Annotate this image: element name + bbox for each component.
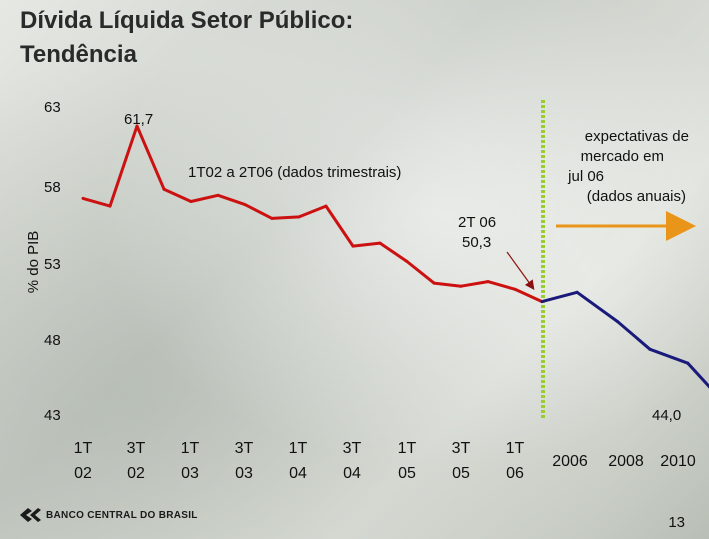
expectations-note-line4: (dados anuais) bbox=[587, 188, 686, 205]
x-tick-3t04-top: 3T bbox=[343, 440, 362, 457]
x-tick-2010: 2010 bbox=[660, 453, 696, 470]
x-tick-1t04-top: 1T bbox=[289, 440, 308, 457]
page-number: 13 bbox=[668, 514, 685, 531]
title-line-1: Dívida Líquida Setor Público: bbox=[20, 7, 354, 34]
x-tick-1t02-top: 1T bbox=[74, 440, 93, 457]
x-tick-3t05-bottom: 05 bbox=[452, 465, 470, 482]
x-tick-1t04-bottom: 04 bbox=[289, 465, 307, 482]
data-point-quarterly-14 bbox=[459, 284, 463, 288]
x-tick-3t04: 3T 04 bbox=[343, 440, 362, 482]
data-point-quarterly-13 bbox=[432, 281, 436, 285]
y-tick-63: 63 bbox=[44, 99, 61, 116]
x-tick-3t02: 3T 02 bbox=[127, 440, 146, 482]
x-tick-1t02: 1T 02 bbox=[74, 440, 93, 482]
y-tick-53: 53 bbox=[44, 256, 61, 273]
data-point-quarterly-8 bbox=[297, 215, 301, 219]
series-line-annual-expectations bbox=[541, 290, 709, 389]
data-point-annual-4 bbox=[686, 361, 690, 365]
x-tick-2008: 2008 bbox=[608, 453, 644, 470]
series-points bbox=[81, 124, 690, 365]
x-tick-3t03-bottom: 03 bbox=[235, 465, 253, 482]
last-quarter-pointer bbox=[506, 251, 535, 290]
expectations-note-line2: mercado em bbox=[581, 148, 664, 165]
x-tick-1t02-bottom: 02 bbox=[74, 465, 92, 482]
quarterly-series-label: 1T02 a 2T06 (dados trimestrais) bbox=[188, 164, 401, 181]
x-tick-3t03: 3T 03 bbox=[235, 440, 254, 482]
expectations-note-line1: expectativas de bbox=[585, 128, 689, 145]
x-tick-1t06-bottom: 06 bbox=[506, 465, 524, 482]
x-tick-3t05: 3T 05 bbox=[452, 440, 471, 482]
data-point-annual-2 bbox=[616, 320, 620, 324]
data-point-quarterly-11 bbox=[378, 241, 382, 245]
data-point-quarterly-3 bbox=[162, 187, 166, 191]
data-point-quarterly-15 bbox=[486, 280, 490, 284]
y-tick-58: 58 bbox=[44, 179, 61, 196]
expectations-note-line3: jul 06 bbox=[567, 168, 604, 185]
y-tick-43: 43 bbox=[44, 407, 61, 424]
bank-name: BANCO CENTRAL DO BRASIL bbox=[46, 509, 198, 521]
x-tick-1t05-bottom: 05 bbox=[398, 465, 416, 482]
slide-title: Dívida Líquida Setor Público: Tendência bbox=[20, 4, 353, 72]
x-tick-1t05-top: 1T bbox=[398, 440, 417, 457]
x-tick-2006: 2006 bbox=[552, 453, 588, 470]
end-value-label: 44,0 bbox=[652, 407, 681, 424]
title-line-2: Tendência bbox=[20, 41, 137, 68]
x-tick-3t05-top: 3T bbox=[452, 440, 471, 457]
data-point-quarterly-12 bbox=[405, 260, 409, 263]
data-point-quarterly-9 bbox=[324, 204, 328, 208]
x-tick-3t04-bottom: 04 bbox=[343, 465, 361, 482]
data-point-annual-1 bbox=[575, 290, 579, 294]
data-point-quarterly-4 bbox=[189, 200, 193, 203]
x-tick-1t06: 1T 06 bbox=[506, 440, 525, 482]
data-point-quarterly-5 bbox=[216, 193, 220, 197]
data-point-quarterly-10 bbox=[351, 244, 355, 248]
series-line-quarterly bbox=[82, 124, 543, 303]
x-tick-1t04: 1T 04 bbox=[289, 440, 308, 482]
y-tick-48: 48 bbox=[44, 332, 61, 349]
bank-logo: BANCO CENTRAL DO BRASIL bbox=[18, 505, 198, 525]
data-point-annual-3 bbox=[648, 347, 652, 351]
y-axis-label: % do PIB bbox=[25, 231, 42, 294]
data-point-quarterly-6 bbox=[243, 203, 247, 207]
x-tick-1t03: 1T 03 bbox=[181, 440, 200, 482]
data-point-quarterly-0 bbox=[81, 196, 85, 200]
x-tick-1t03-top: 1T bbox=[181, 440, 200, 457]
x-tick-1t06-top: 1T bbox=[506, 440, 525, 457]
peak-value-label: 61,7 bbox=[124, 111, 153, 128]
x-tick-3t03-top: 3T bbox=[235, 440, 254, 457]
x-tick-3t02-bottom: 02 bbox=[127, 465, 145, 482]
x-tick-1t05: 1T 05 bbox=[398, 440, 417, 482]
bank-emblem-icon bbox=[20, 508, 41, 522]
last-quarter-label-line2: 50,3 bbox=[462, 234, 491, 251]
x-tick-1t03-bottom: 03 bbox=[181, 465, 199, 482]
data-point-quarterly-2 bbox=[135, 124, 139, 128]
data-point-quarterly-7 bbox=[270, 216, 274, 220]
last-quarter-label-line1: 2T 06 bbox=[458, 214, 496, 231]
data-point-annual-0 bbox=[540, 300, 544, 304]
x-tick-3t02-top: 3T bbox=[127, 440, 146, 457]
data-point-quarterly-16 bbox=[513, 287, 517, 291]
data-point-quarterly-1 bbox=[108, 204, 112, 208]
